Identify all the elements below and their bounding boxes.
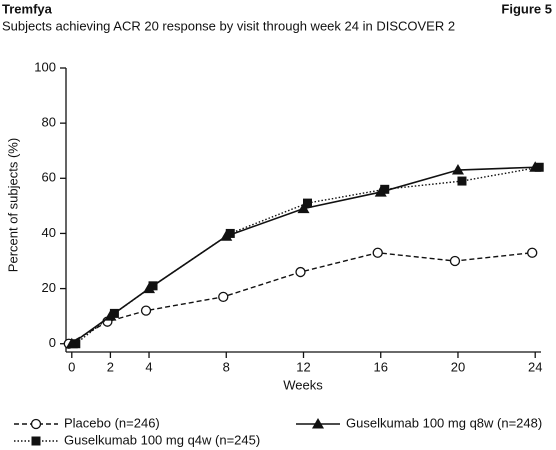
y-tick-label: 40	[42, 225, 56, 240]
legend-marker	[31, 436, 41, 446]
x-tick-label: 24	[528, 359, 542, 374]
marker	[140, 305, 152, 316]
marker	[65, 337, 78, 349]
marker	[449, 255, 461, 267]
series-line	[68, 252, 533, 345]
legend-marker	[312, 418, 324, 429]
header: Tremfya	[2, 1, 53, 16]
x-tick-label: 8	[223, 359, 230, 374]
marker	[297, 202, 310, 214]
marker	[218, 291, 229, 303]
figure-label: Figure 5	[501, 1, 552, 16]
marker	[303, 198, 312, 208]
marker	[143, 282, 156, 294]
y-axis-label: Percent of subjects (%)	[5, 138, 20, 272]
x-tick-label: 16	[374, 359, 388, 374]
y-tick-label: 60	[42, 170, 56, 185]
legend-marker	[30, 418, 42, 430]
x-tick-label: 12	[296, 359, 310, 374]
x-tick-label: 2	[107, 359, 114, 374]
marker	[295, 266, 306, 278]
x-axis-label: Weeks	[283, 377, 323, 392]
series-line	[71, 166, 536, 345]
legend-label: Placebo (n=246)	[64, 415, 160, 430]
y-tick-label: 0	[49, 335, 56, 350]
marker	[527, 247, 538, 258]
y-tick-label: 100	[34, 59, 56, 74]
marker	[380, 184, 390, 194]
legend-label: Guselkumab 100 mg q8w (n=248)	[346, 415, 542, 430]
marker	[451, 164, 464, 175]
chart-title: Subjects achieving ACR 20 response by vi…	[2, 18, 455, 33]
marker	[374, 186, 387, 197]
y-tick-label: 20	[42, 280, 56, 295]
marker	[71, 339, 81, 349]
marker	[457, 176, 467, 186]
x-tick-label: 0	[68, 359, 75, 374]
marker	[225, 228, 235, 238]
y-tick-label: 80	[42, 115, 56, 130]
marker	[220, 230, 233, 241]
marker	[534, 162, 544, 172]
marker	[529, 161, 542, 172]
x-tick-label: 4	[145, 359, 152, 374]
marker	[104, 310, 117, 321]
marker	[372, 247, 383, 258]
x-tick-label: 20	[451, 359, 465, 374]
series-line	[75, 166, 540, 345]
legend-label: Guselkumab 100 mg q4w (n=245)	[64, 432, 260, 447]
